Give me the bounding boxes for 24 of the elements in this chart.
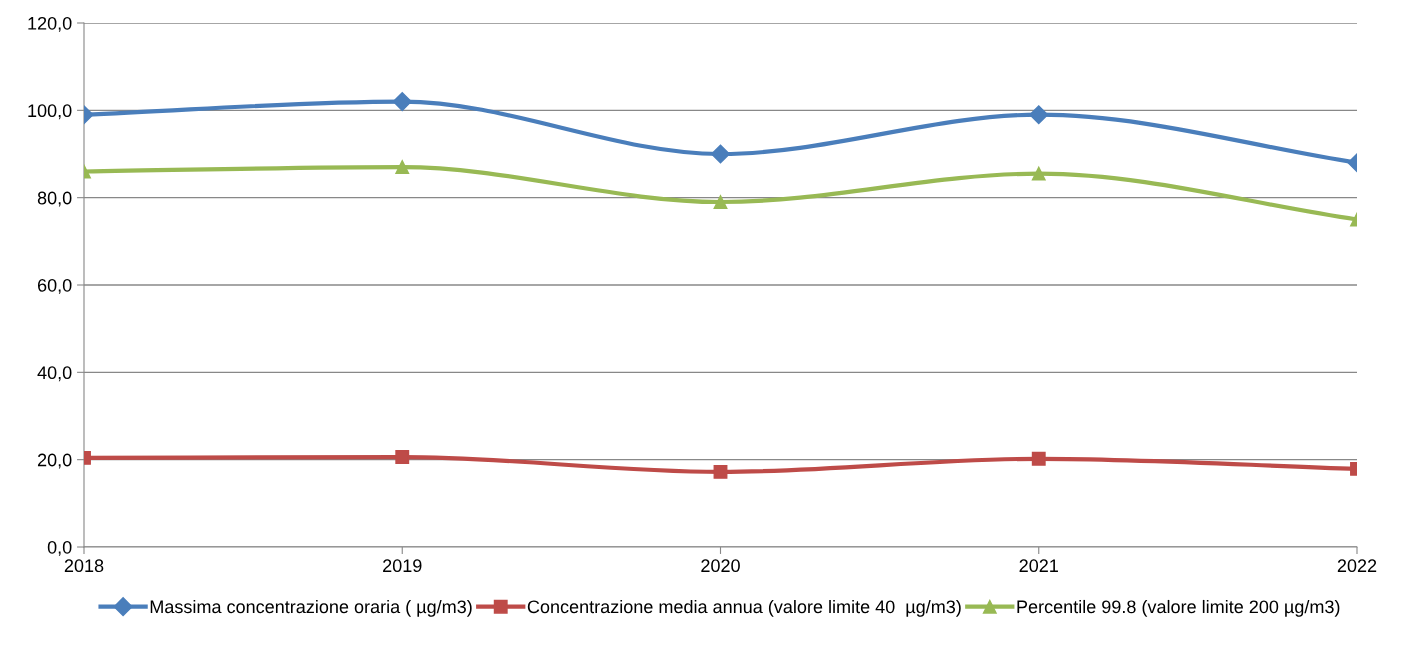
point <box>1031 166 1046 181</box>
x-tick-label: 2018 <box>64 559 104 573</box>
x-tick-label: 2021 <box>1019 559 1058 573</box>
point <box>392 92 412 112</box>
y-tick-label: 40,0 <box>37 366 72 382</box>
y-tick-label: 20,0 <box>37 453 72 469</box>
y-tick-label: 120,0 <box>28 16 72 32</box>
x-tick-label: 2022 <box>1337 559 1377 573</box>
point <box>1031 451 1046 466</box>
point <box>395 450 410 464</box>
point <box>1029 105 1049 125</box>
legend-label: Concentrazione media annua (valore limite 40 µg/m3) <box>527 599 961 617</box>
point <box>713 464 728 479</box>
x-tick-label: 2020 <box>701 559 740 573</box>
y-tick-label: 0,0 <box>47 540 72 556</box>
legend-label: Massima concentrazione oraria ( µg/m3) <box>150 599 472 617</box>
y-tick-label: 80,0 <box>37 191 72 207</box>
y-tick-label: 60,0 <box>37 278 72 294</box>
y-tick-label: 100,0 <box>28 104 72 120</box>
point <box>710 144 731 164</box>
point <box>713 195 728 209</box>
legend-label: Percentile 99.8 (valore limite 200 µg/m3) <box>1017 599 1340 617</box>
x-tick-label: 2019 <box>383 559 422 573</box>
point <box>395 160 410 175</box>
